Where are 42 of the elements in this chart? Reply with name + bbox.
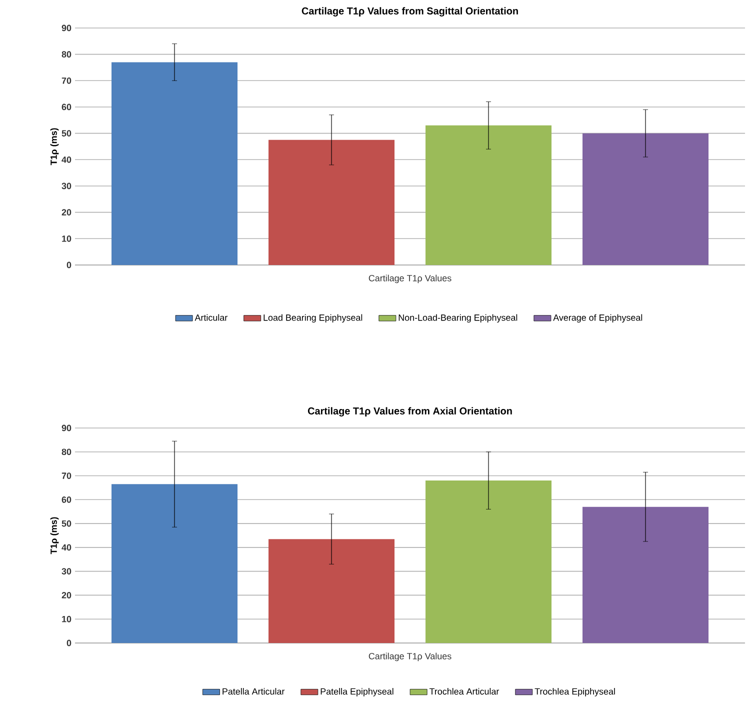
y-tick-label: 20: [62, 209, 72, 216]
bar: [582, 506, 709, 643]
y-tick-label: 80: [62, 51, 72, 58]
legend-label: Average of Epiphyseal: [553, 314, 642, 323]
y-tick-label: 90: [62, 424, 72, 432]
y-tick-label: 40: [62, 156, 72, 163]
bar: [268, 539, 395, 643]
legend-label: Non-Load-Bearing Epiphyseal: [398, 314, 518, 323]
y-tick-label: 10: [62, 235, 72, 242]
y-tick-label: 0: [66, 640, 72, 646]
bar: [426, 480, 552, 643]
y-tick-label: 60: [62, 496, 72, 503]
legend-label: Load Bearing Epiphyseal: [264, 314, 362, 323]
y-axis-title: T1ρ (ms): [50, 517, 59, 554]
legend-label: Trochlea Epiphyseal: [534, 688, 615, 696]
y-tick-label: 0: [66, 262, 72, 268]
y-tick-label: 30: [62, 182, 72, 190]
legend-label: Patella Epiphyseal: [320, 688, 394, 696]
y-tick-label: 50: [62, 520, 72, 527]
y-tick-label: 40: [62, 544, 72, 551]
bar: [112, 484, 238, 643]
y-tick-label: 90: [62, 24, 72, 32]
y-tick-label: 50: [62, 130, 72, 136]
legend-label: Trochlea Articular: [429, 688, 500, 695]
y-tick-label: 70: [62, 472, 72, 479]
chart-title: Cartilage T1ρ Values from Sagittal Orientation: [302, 7, 518, 16]
y-tick-label: 60: [62, 104, 72, 110]
y-tick-label: 80: [62, 448, 72, 456]
legend-label: Articular: [194, 314, 228, 321]
x-axis-title: Cartilage T1ρ Values: [368, 274, 452, 284]
bar: [582, 133, 709, 265]
y-tick-label: 20: [62, 592, 72, 598]
y-tick-label: 70: [62, 77, 72, 84]
bar: [268, 140, 395, 265]
y-tick-label: 10: [62, 616, 72, 622]
x-axis-title: Cartilage T1ρ Values: [368, 652, 452, 662]
y-tick-label: 30: [62, 568, 72, 574]
bar: [112, 62, 238, 265]
bar: [426, 125, 552, 265]
chart-title: Cartilage T1ρ Values from Axial Orientation: [308, 407, 512, 416]
y-axis-title: T1ρ (ms): [50, 128, 59, 166]
legend-label: Patella Articular: [222, 688, 285, 695]
